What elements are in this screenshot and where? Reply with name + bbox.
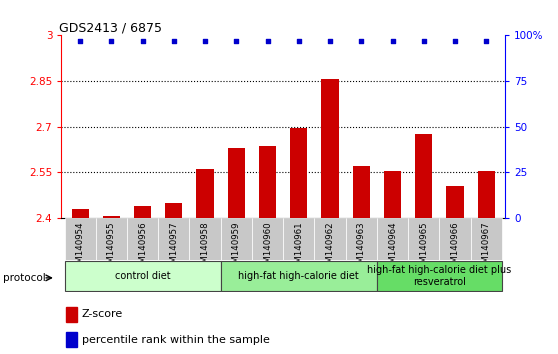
Bar bbox=[345, 218, 377, 260]
Bar bbox=[66, 307, 78, 322]
Text: high-fat high-calorie diet: high-fat high-calorie diet bbox=[238, 271, 359, 281]
Bar bbox=[134, 206, 151, 218]
Point bbox=[482, 38, 490, 44]
Bar bbox=[190, 218, 221, 260]
Point bbox=[76, 38, 85, 44]
Bar bbox=[290, 128, 307, 218]
Bar bbox=[415, 134, 432, 218]
Text: GSM140955: GSM140955 bbox=[107, 221, 116, 274]
Bar bbox=[252, 218, 283, 260]
Text: GSM140959: GSM140959 bbox=[232, 221, 241, 274]
Text: percentile rank within the sample: percentile rank within the sample bbox=[82, 335, 270, 345]
Text: GSM140962: GSM140962 bbox=[325, 221, 335, 274]
Bar bbox=[65, 218, 96, 260]
Point bbox=[388, 38, 397, 44]
Point bbox=[138, 38, 147, 44]
Bar bbox=[478, 171, 495, 218]
Text: control diet: control diet bbox=[115, 271, 170, 281]
Bar bbox=[353, 166, 370, 218]
Bar bbox=[283, 218, 314, 260]
Point bbox=[419, 38, 428, 44]
Bar bbox=[127, 218, 158, 260]
Point bbox=[325, 38, 334, 44]
Text: GDS2413 / 6875: GDS2413 / 6875 bbox=[59, 21, 162, 34]
Text: GSM140958: GSM140958 bbox=[200, 221, 210, 274]
Bar bbox=[196, 169, 214, 218]
Point bbox=[450, 38, 459, 44]
Bar bbox=[65, 261, 221, 291]
Text: Z-score: Z-score bbox=[82, 309, 123, 320]
Text: GSM140957: GSM140957 bbox=[169, 221, 179, 274]
Text: GSM140956: GSM140956 bbox=[138, 221, 147, 274]
Bar bbox=[408, 218, 439, 260]
Text: GSM140963: GSM140963 bbox=[357, 221, 366, 274]
Text: GSM140960: GSM140960 bbox=[263, 221, 272, 274]
Point bbox=[232, 38, 241, 44]
Point bbox=[170, 38, 179, 44]
Bar bbox=[158, 218, 190, 260]
Bar bbox=[377, 261, 502, 291]
Bar bbox=[446, 186, 464, 218]
Bar bbox=[66, 332, 78, 347]
Point bbox=[201, 38, 210, 44]
Text: GSM140966: GSM140966 bbox=[450, 221, 459, 274]
Bar bbox=[470, 218, 502, 260]
Text: high-fat high-calorie diet plus
resveratrol: high-fat high-calorie diet plus resverat… bbox=[367, 265, 512, 287]
Bar bbox=[321, 79, 339, 218]
Text: protocol: protocol bbox=[3, 273, 46, 283]
Bar bbox=[165, 202, 182, 218]
Bar bbox=[314, 218, 345, 260]
Bar bbox=[71, 209, 89, 218]
Text: GSM140965: GSM140965 bbox=[419, 221, 429, 274]
Point bbox=[107, 38, 116, 44]
Bar bbox=[439, 218, 470, 260]
Bar bbox=[96, 218, 127, 260]
Bar bbox=[384, 171, 401, 218]
Bar bbox=[221, 218, 252, 260]
Bar bbox=[103, 216, 120, 218]
Bar bbox=[228, 148, 245, 218]
Text: GSM140954: GSM140954 bbox=[76, 221, 85, 274]
Bar bbox=[259, 146, 276, 218]
Point bbox=[357, 38, 365, 44]
Text: GSM140967: GSM140967 bbox=[482, 221, 490, 274]
Point bbox=[263, 38, 272, 44]
Point bbox=[294, 38, 303, 44]
Bar bbox=[221, 261, 377, 291]
Text: GSM140964: GSM140964 bbox=[388, 221, 397, 274]
Bar bbox=[377, 218, 408, 260]
Text: GSM140961: GSM140961 bbox=[294, 221, 304, 274]
